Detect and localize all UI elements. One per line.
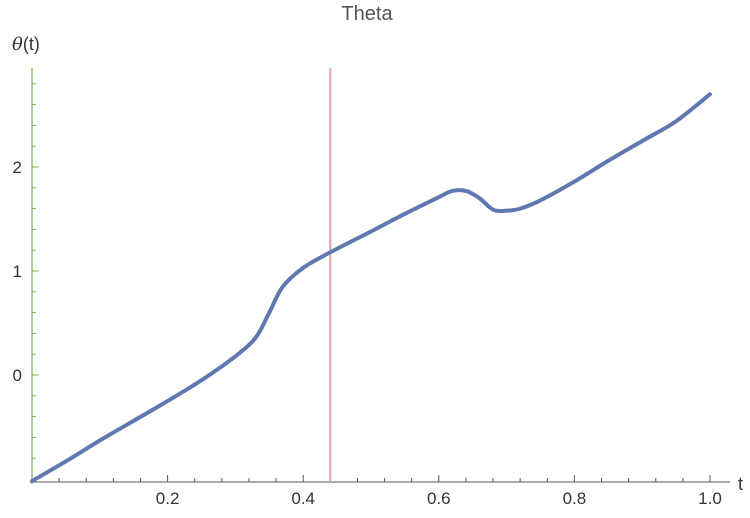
x-tick-label: 0.8 <box>563 489 587 508</box>
x-tick-label: 0.6 <box>427 489 451 508</box>
x-axis-label: t <box>738 474 743 494</box>
chart-title: Theta <box>341 3 393 25</box>
y-tick-label: 0 <box>13 366 22 385</box>
theta-series-line <box>30 92 712 484</box>
plot-area: 0.2 0.4 0.6 0.8 1.0 0 1 2 <box>13 68 730 508</box>
y-tick-label: 1 <box>13 262 22 281</box>
x-tick-label: 1.0 <box>698 489 722 508</box>
y-axis-label-symbol: θ <box>12 34 23 55</box>
x-tick-label: 0.2 <box>156 489 180 508</box>
x-tick-label: 0.4 <box>291 489 315 508</box>
y-tick-label: 2 <box>13 158 22 177</box>
y-axis-label: θ(t) <box>12 34 40 55</box>
y-axis-label-suffix: (t) <box>23 34 40 54</box>
